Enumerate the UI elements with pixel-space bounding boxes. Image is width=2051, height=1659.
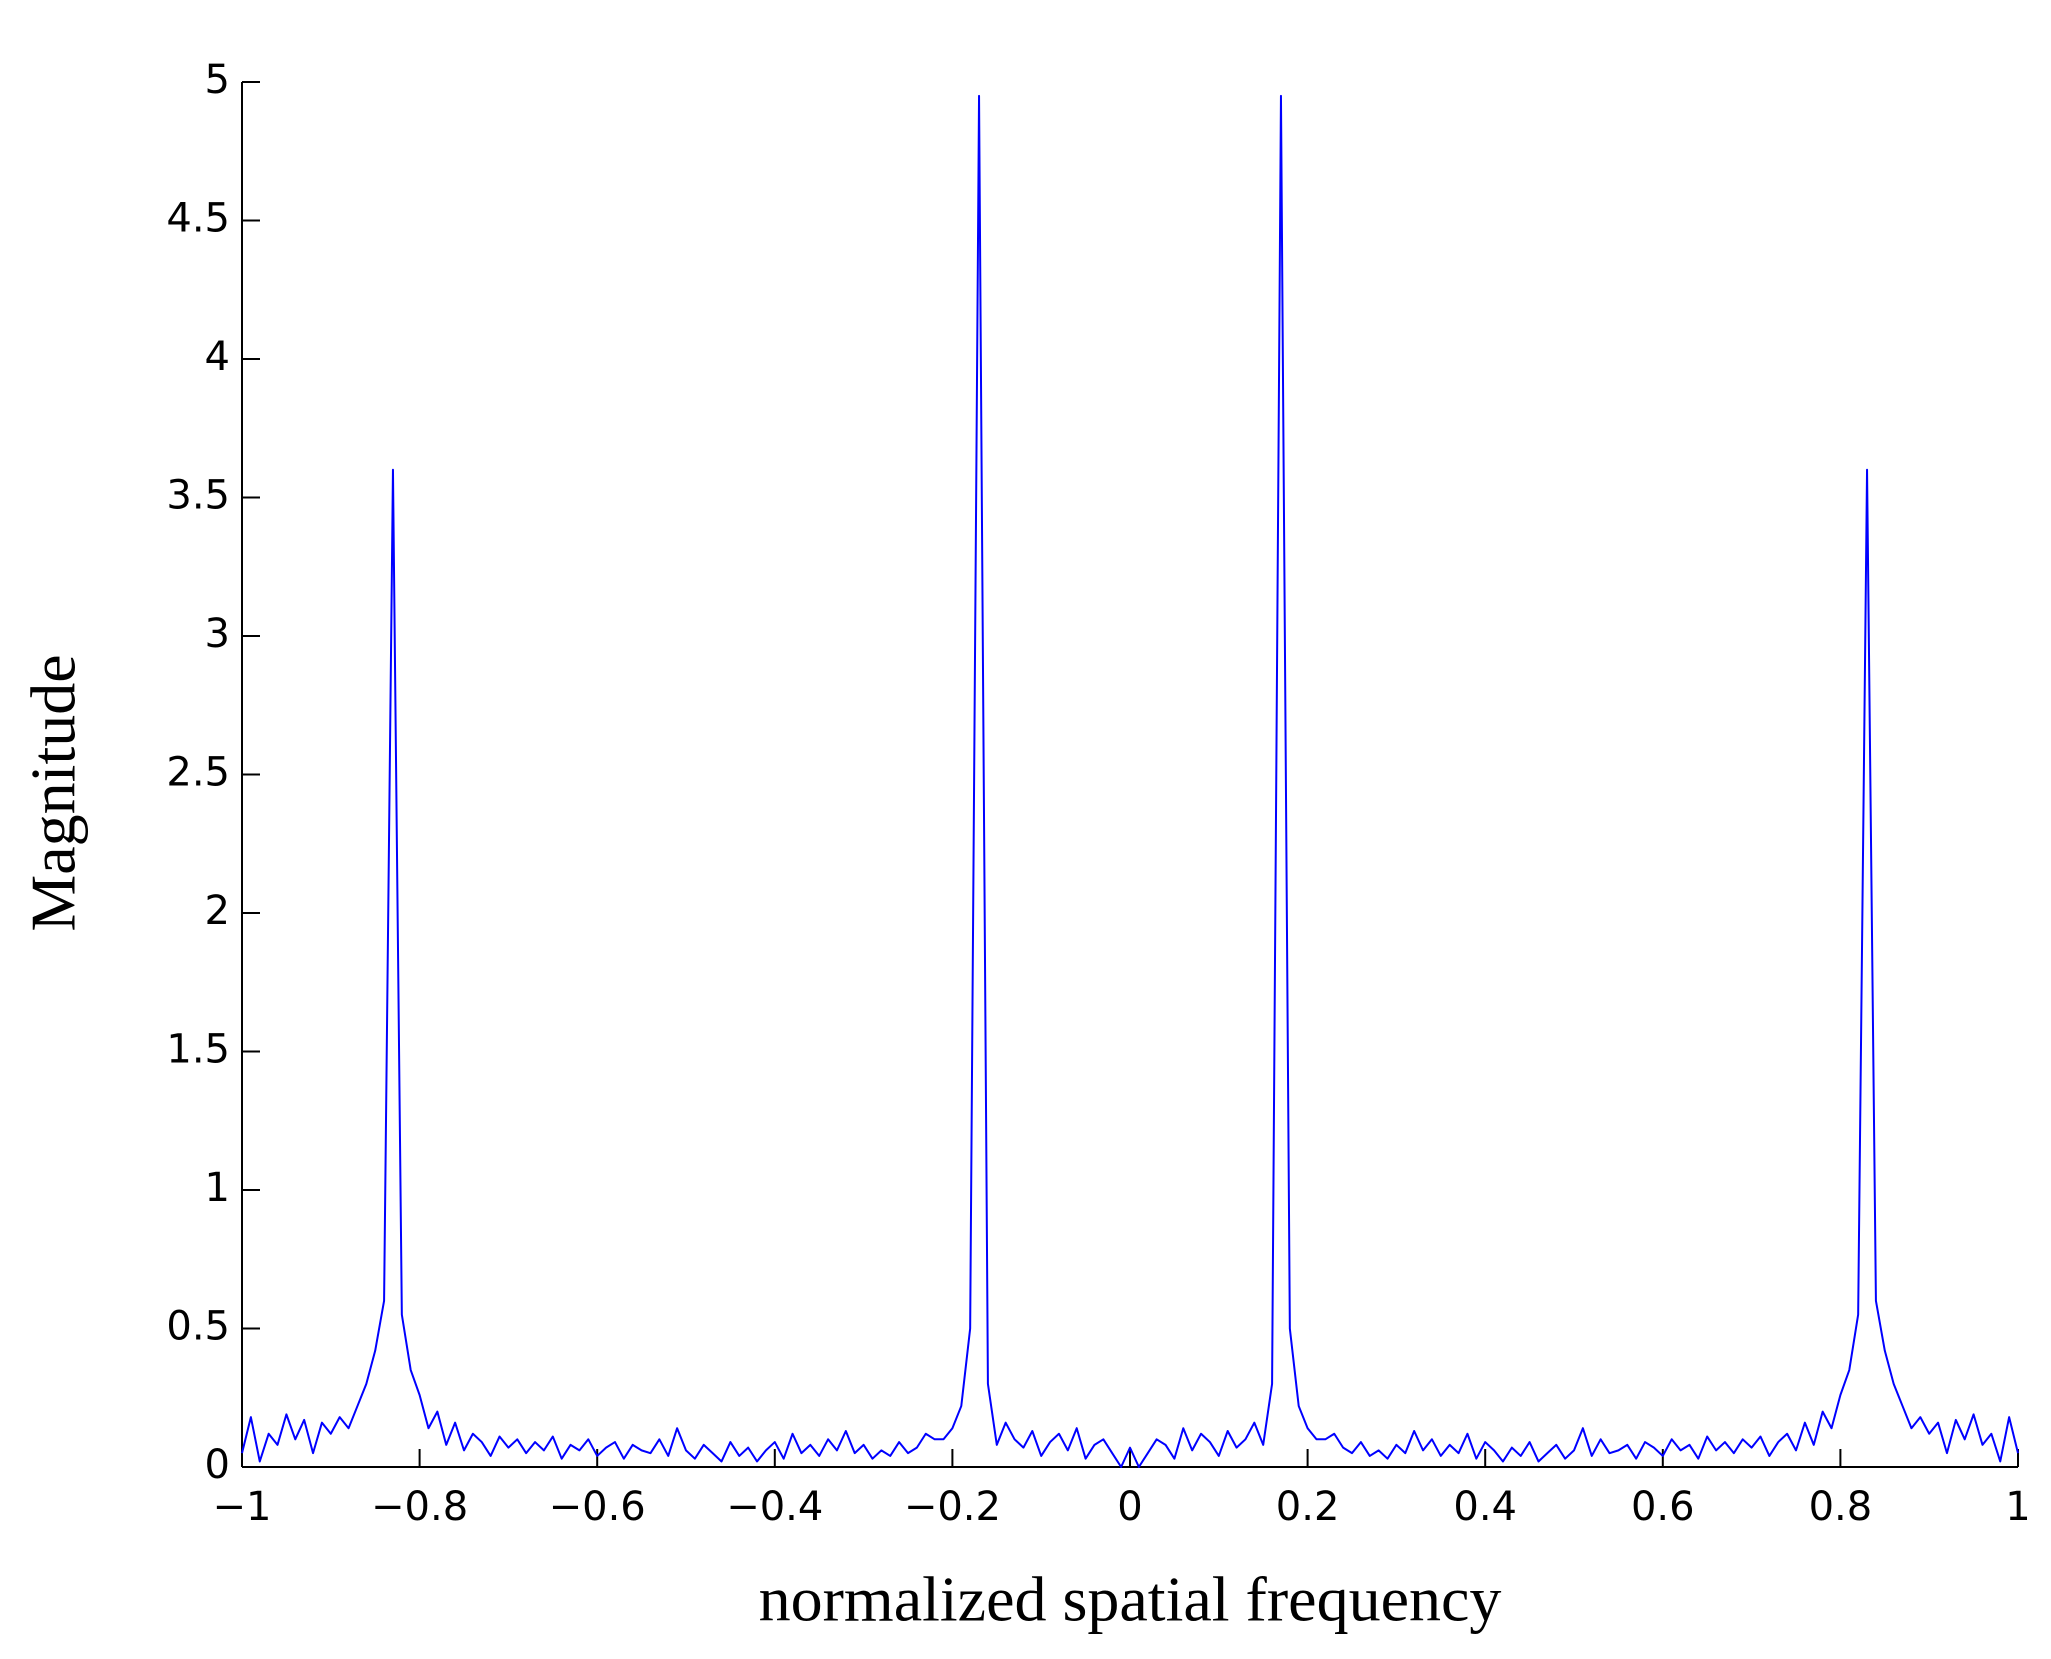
y-tick-label: 3.5 (166, 473, 230, 519)
x-tick-label: 0 (1117, 1484, 1142, 1530)
x-tick-label: 1 (2005, 1484, 2030, 1530)
y-tick-label: 2 (205, 888, 230, 934)
y-tick-label: 0 (205, 1442, 230, 1488)
y-tick-label: 5 (205, 57, 230, 103)
x-tick-label: −0.2 (904, 1484, 1001, 1530)
y-tick-label: 1 (205, 1165, 230, 1211)
y-tick-label: 4.5 (166, 196, 230, 242)
x-tick-label: 0.6 (1631, 1484, 1695, 1530)
y-axis-label: Magnitude (18, 654, 89, 931)
x-tick-label: −0.6 (549, 1484, 646, 1530)
x-tick-label: −0.4 (726, 1484, 823, 1530)
y-tick-label: 4 (205, 334, 230, 380)
x-axis-label: normalized spatial frequency (759, 1564, 1502, 1635)
x-tick-label: −0.8 (371, 1484, 468, 1530)
data-line (241, 94, 2019, 1468)
x-tick-label: 0.2 (1276, 1484, 1340, 1530)
y-tick-label: 1.5 (166, 1027, 230, 1073)
y-tick-label: 3 (205, 611, 230, 657)
x-tick-label: 0.8 (1809, 1484, 1873, 1530)
x-tick-label: −1 (213, 1484, 272, 1530)
y-tick-label: 0.5 (166, 1304, 230, 1350)
x-tick-label: 0.4 (1453, 1484, 1517, 1530)
y-tick-label: 2.5 (166, 750, 230, 796)
